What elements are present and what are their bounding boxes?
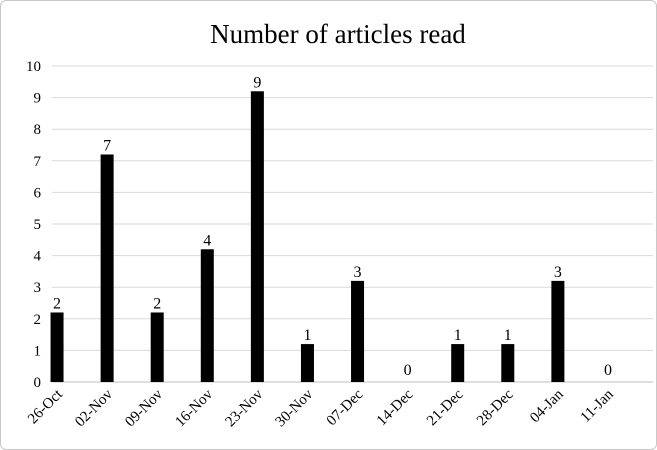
data-label: 1 — [303, 327, 311, 344]
data-label: 9 — [253, 74, 261, 91]
y-tick-label: 5 — [34, 217, 42, 233]
x-tick-label: 14-Dec — [374, 386, 417, 429]
y-tick-label: 10 — [26, 59, 41, 75]
bar — [100, 154, 114, 382]
x-tick-label: 21-Dec — [424, 386, 467, 429]
data-label: 1 — [454, 327, 462, 344]
data-label: 3 — [554, 264, 562, 281]
data-label: 0 — [404, 362, 412, 379]
x-tick-label: 09-Nov — [122, 386, 166, 430]
x-tick-label: 07-Dec — [324, 386, 367, 429]
bar — [551, 280, 565, 382]
bar — [451, 344, 465, 382]
data-label: 7 — [103, 137, 111, 154]
bar — [150, 312, 164, 382]
x-axis-ticks: 26-Oct 02-Nov 09-Nov 16-Nov 23-Nov 30-Nov 07-D… — [25, 386, 617, 430]
x-tick-label: 23-Nov — [222, 386, 266, 430]
x-tick-label: 02-Nov — [72, 386, 116, 430]
bar — [300, 344, 314, 382]
y-tick-label: 6 — [34, 185, 42, 201]
data-label: 2 — [153, 295, 161, 312]
x-tick-label: 26-Oct — [25, 386, 66, 427]
data-label: 0 — [604, 362, 612, 379]
bars — [50, 91, 565, 382]
y-tick-label: 9 — [34, 91, 42, 107]
bar — [351, 280, 365, 382]
data-labels: 2 7 2 4 9 1 3 0 1 1 3 0 — [53, 74, 612, 379]
bar — [200, 249, 214, 382]
y-tick-label: 1 — [34, 343, 42, 359]
data-label: 2 — [53, 295, 61, 312]
data-label: 4 — [203, 232, 211, 249]
x-tick-label: 16-Nov — [172, 386, 216, 430]
bar — [501, 344, 515, 382]
bar — [50, 312, 64, 382]
y-tick-label: 0 — [34, 375, 42, 391]
x-tick-label: 04-Jan — [527, 386, 567, 426]
x-tick-label: 28-Dec — [474, 386, 517, 429]
bar — [250, 91, 264, 382]
y-tick-label: 8 — [34, 122, 42, 138]
data-label: 1 — [504, 327, 512, 344]
y-tick-label: 7 — [34, 154, 42, 170]
y-tick-label: 4 — [34, 249, 42, 265]
chart-title: Number of articles read — [210, 19, 466, 49]
data-label: 3 — [354, 264, 362, 281]
x-tick-label: 11-Jan — [578, 386, 618, 426]
y-tick-label: 3 — [34, 280, 42, 296]
x-tick-label: 30-Nov — [273, 386, 317, 430]
y-tick-label: 2 — [34, 312, 42, 328]
y-axis-ticks: 0 1 2 3 4 5 6 7 8 9 10 — [26, 59, 42, 391]
